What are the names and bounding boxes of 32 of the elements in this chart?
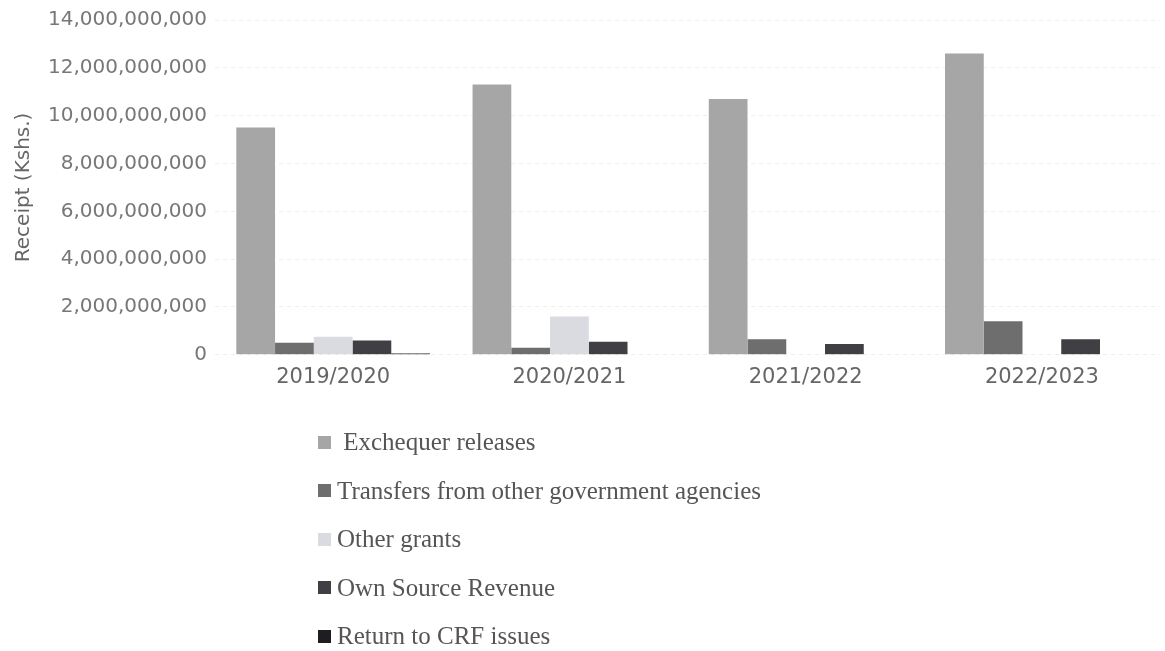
x-tick-label: 2021/2022 [748, 363, 863, 388]
y-tick-label: 2,000,000,000 [60, 293, 208, 318]
bar [983, 321, 1023, 355]
bar [1061, 339, 1100, 355]
y-tick-label: 14,000,000,000 [48, 6, 208, 31]
bar [747, 339, 787, 355]
y-tick-label: 6,000,000,000 [60, 197, 208, 222]
bar [472, 84, 512, 355]
bar [511, 347, 551, 355]
y-axis-title: Receipt (Kshs.) [10, 112, 35, 263]
x-tick-label: 2022/2023 [984, 363, 1099, 388]
bar [275, 342, 314, 355]
bar [550, 316, 589, 355]
legend-label: Other grants [337, 525, 462, 554]
bar [825, 344, 864, 355]
bar [945, 53, 984, 355]
y-tick-label: 12,000,000,000 [48, 54, 208, 79]
y-tick-label: 4,000,000,000 [60, 245, 208, 270]
legend-label: Transfers from other government agencies [337, 476, 761, 505]
legend-label: Return to CRF issues [337, 622, 551, 651]
y-tick-label: 0 [194, 341, 208, 365]
bar [236, 127, 276, 355]
y-tick-label: 10,000,000,000 [48, 101, 208, 126]
legend-label: Exchequer releases [342, 428, 536, 457]
x-tick-label: 2019/2020 [276, 363, 391, 388]
y-tick-label: 8,000,000,000 [60, 149, 208, 174]
legend-label: Own Source Revenue [337, 573, 555, 602]
bar [352, 340, 392, 355]
bar [588, 341, 628, 355]
x-tick-label: 2020/2021 [512, 363, 627, 388]
bar [313, 336, 353, 355]
bar [708, 98, 748, 355]
